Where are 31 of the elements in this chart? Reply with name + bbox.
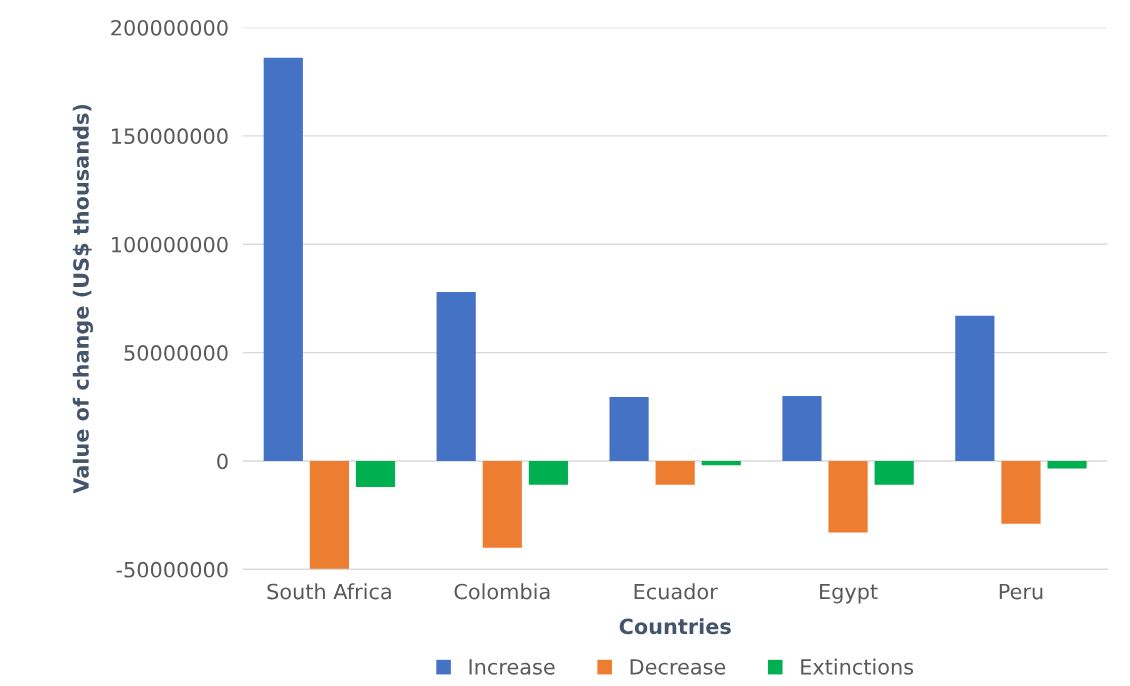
y-tick-label: 150000000 [112, 128, 228, 145]
bar [955, 315, 995, 461]
x-tick-label: South Africa [267, 583, 391, 600]
y-tick-label: 50000000 [124, 345, 228, 361]
bar [701, 460, 741, 466]
bar [828, 460, 868, 533]
bar [609, 397, 649, 461]
bar [528, 460, 568, 485]
y-tick-label: 0 [217, 453, 228, 470]
bar [436, 291, 476, 461]
legend-label: Increase [469, 659, 555, 675]
x-tick-label: Peru [999, 583, 1043, 600]
y-tick-label: 200000000 [111, 19, 228, 36]
x-tick-label: Egypt [820, 583, 878, 604]
legend-label: Decrease [630, 659, 726, 675]
x-tick-label: Colombia [454, 583, 550, 600]
bar [482, 460, 522, 548]
bar [263, 57, 303, 461]
bar [1001, 460, 1041, 524]
y-tick-label: -50000000 [116, 561, 228, 578]
x-axis-title: Countries [619, 618, 731, 635]
bar [355, 460, 396, 488]
bar [1047, 460, 1087, 469]
bar [655, 460, 695, 485]
y-axis-title: Value of change (US$ thousands) [72, 104, 94, 494]
y-tick-label: 100000000 [112, 236, 228, 253]
x-tick-label: Ecuador [634, 583, 718, 600]
bar [309, 460, 349, 570]
legend-label: Extinctions [801, 658, 914, 675]
bar [782, 395, 822, 461]
bar [874, 460, 914, 485]
